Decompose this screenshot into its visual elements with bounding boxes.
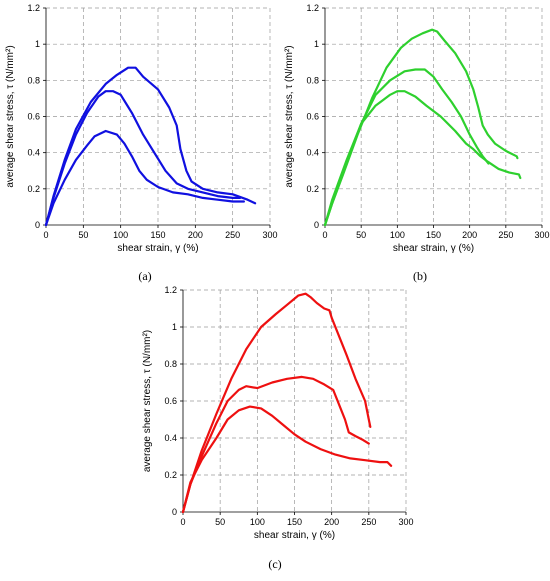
panel-label: (b) [413,269,427,283]
y-tick-label: 0 [314,220,319,230]
x-tick-label: 200 [324,517,339,527]
y-tick-label: 0.2 [164,470,177,480]
x-tick-label: 0 [43,230,48,240]
y-tick-label: 0.2 [27,184,40,194]
x-tick-label: 200 [462,230,477,240]
y-tick-label: 0.8 [27,75,40,85]
series-line-3 [44,129,245,227]
y-tick-label: 0.8 [306,75,319,85]
x-tick-label: 250 [225,230,240,240]
y-tick-label: 0.8 [164,359,177,369]
x-tick-label: 300 [398,517,413,527]
x-axis-label: shear strain, γ (%) [254,530,335,541]
x-tick-label: 150 [287,517,302,527]
x-tick-label: 250 [361,517,376,527]
y-tick-label: 1 [314,39,319,49]
y-tick-label: 0 [35,220,40,230]
y-tick-label: 0.6 [306,112,319,122]
x-tick-label: 200 [188,230,203,240]
y-tick-label: 1.2 [27,3,40,13]
y-tick-label: 1.2 [164,285,177,295]
y-tick-label: 1.2 [306,3,319,13]
x-tick-label: 300 [534,230,549,240]
series-line-2 [181,375,370,514]
panel-label: (a) [138,269,151,283]
y-tick-label: 0.4 [27,148,40,158]
x-tick-label: 300 [262,230,277,240]
y-tick-label: 0 [172,507,177,517]
series-line-1 [44,66,257,227]
x-axis-label: shear strain, γ (%) [117,243,198,254]
x-tick-label: 50 [78,230,88,240]
y-tick-label: 0.4 [164,433,177,443]
x-tick-label: 150 [426,230,441,240]
series-line-3 [181,405,393,514]
x-tick-label: 50 [356,230,366,240]
series-line-1 [323,28,519,227]
x-tick-label: 50 [215,517,225,527]
x-tick-label: 100 [113,230,128,240]
series-line-2 [44,90,242,227]
panel-label: (c) [268,557,281,571]
x-axis-label: shear strain, γ (%) [393,243,474,254]
series-line-3 [323,90,522,227]
y-tick-label: 0.4 [306,148,319,158]
chart-panel-1: 0 50 100 150 200 250 300 0 0.2 0.4 0.6 0.8 1 1.2 shear… [5,3,278,283]
x-tick-label: 150 [150,230,165,240]
x-tick-label: 250 [498,230,513,240]
y-axis-label: average shear stress, τ (N/mm²) [284,45,295,187]
chart-panel-2: 0 50 100 150 200 250 300 0 0.2 0.4 0.6 0.8 1 1.2 shear… [284,3,550,283]
y-tick-label: 0.6 [164,396,177,406]
y-axis-label: average shear stress, τ (N/mm²) [142,330,153,472]
chart-panel-3: 0 50 100 150 200 250 300 0 0.2 0.4 0.6 0.8 1 1.2 shear… [142,285,414,571]
y-tick-label: 0.6 [27,112,40,122]
x-tick-label: 100 [250,517,265,527]
y-tick-label: 1 [35,39,40,49]
y-tick-label: 1 [172,322,177,332]
series-line-1 [181,292,372,514]
x-tick-label: 100 [390,230,405,240]
x-tick-label: 0 [180,517,185,527]
x-tick-label: 0 [322,230,327,240]
y-tick-label: 0.2 [306,184,319,194]
y-axis-label: average shear stress, τ (N/mm²) [5,45,16,187]
